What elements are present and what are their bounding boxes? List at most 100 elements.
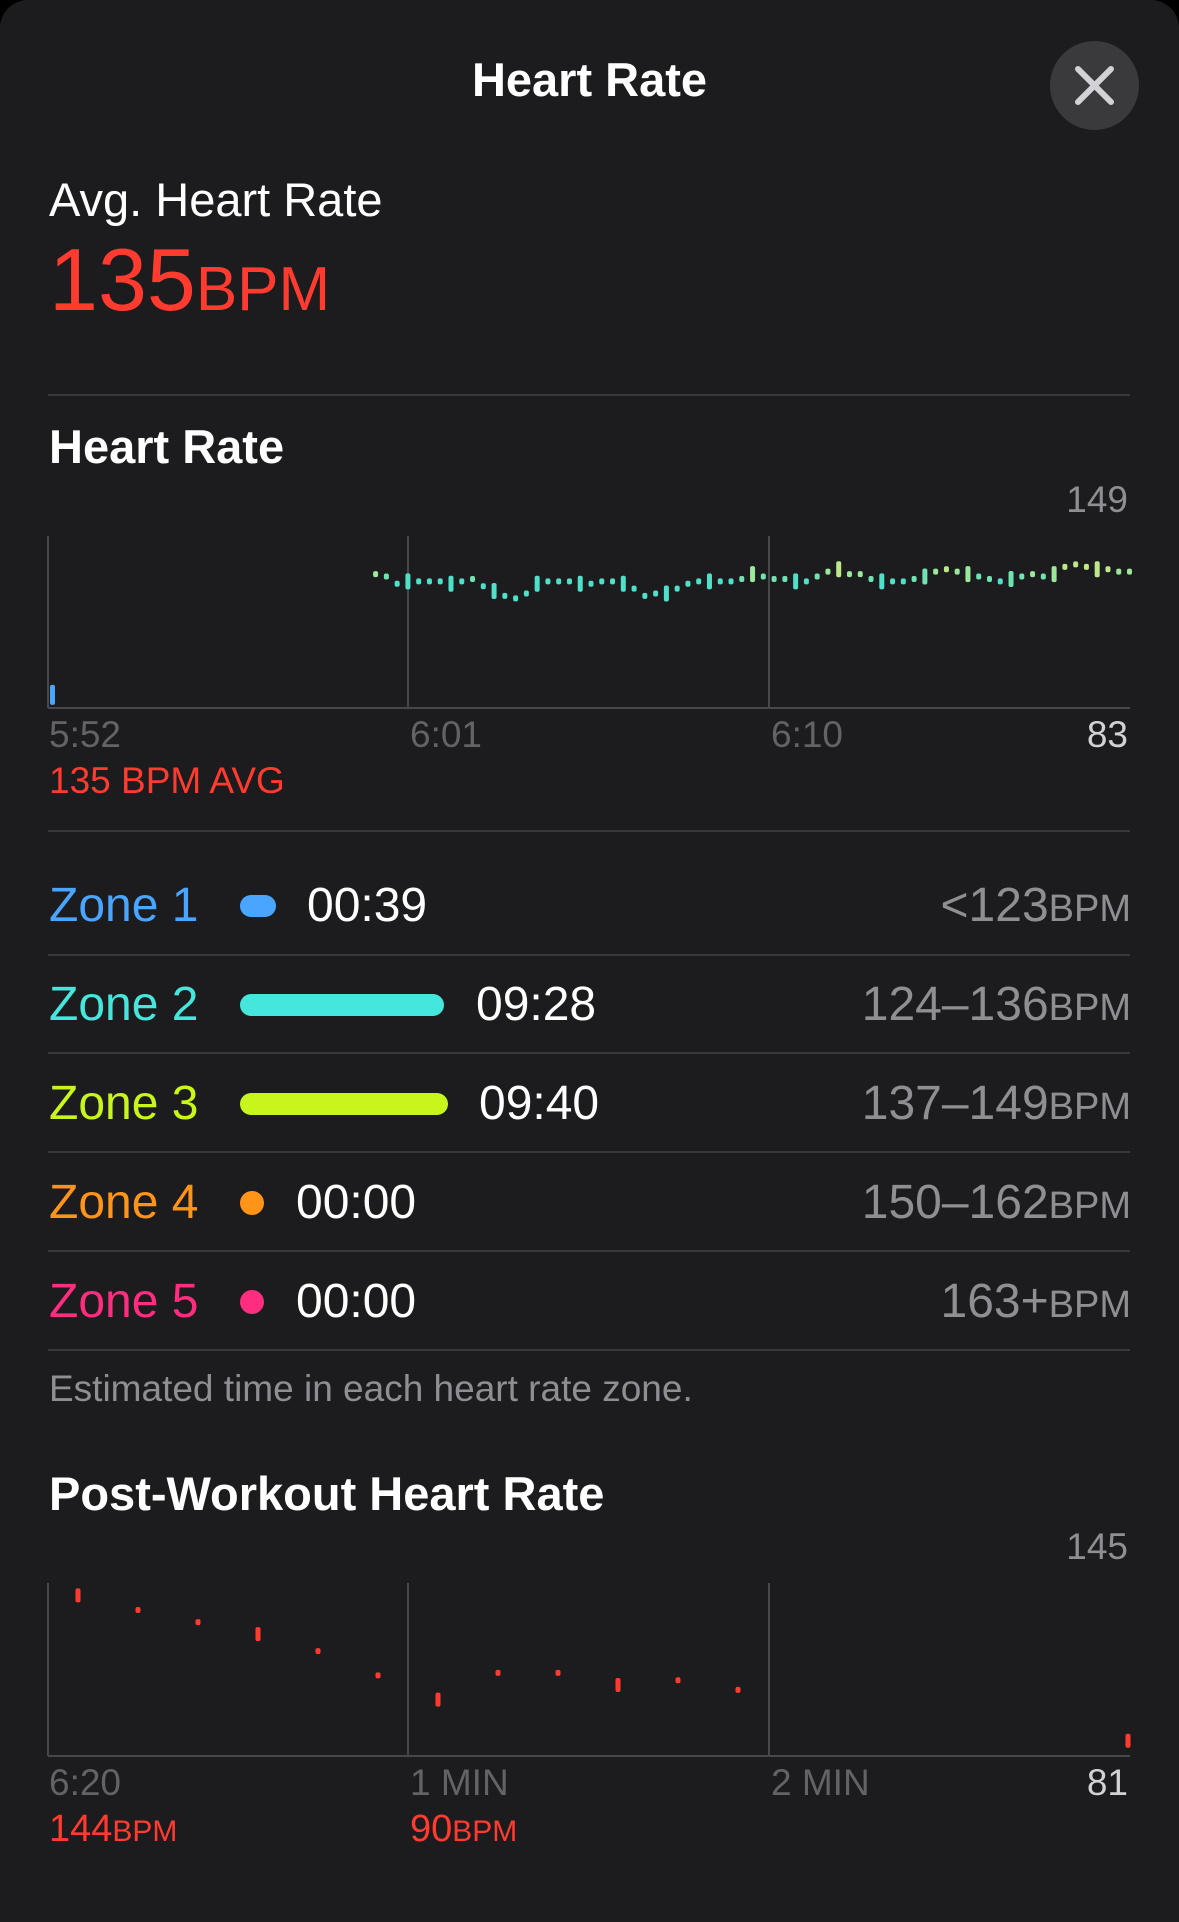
sheet-title: Heart Rate [471,53,708,106]
zone-bar [240,994,444,1016]
post-hr-sample-mark [615,1678,621,1693]
hr-sample-mark [825,568,831,575]
hr-sample-mark [717,578,723,585]
divider [48,1151,1130,1153]
hr-sample-mark [1008,570,1014,587]
hr-sample-mark [879,573,885,590]
post-stat-start: 144BPM [49,1808,177,1851]
hr-sample-mark [1019,573,1025,580]
hr-sample-mark [416,578,422,585]
hr-sample-mark [890,578,896,585]
zones-footnote: Estimated time in each heart rate zone. [49,1368,693,1409]
post-hr-sample-mark [135,1606,141,1613]
hr-sample-mark [448,575,454,592]
zone-range-unit: BPM [1048,1185,1131,1227]
hr-sample-mark [383,573,389,580]
hr-sample-mark [1116,568,1122,575]
post-x-label-2min: 2 MIN [771,1762,870,1803]
post-workout-title: Post-Workout Heart Rate [49,1467,605,1520]
hr-sample-mark [480,583,486,590]
hr-sample-mark [922,568,928,585]
hr-sample-mark [599,578,605,585]
zone-range-unit: BPM [1048,888,1131,930]
divider [48,830,1130,832]
zone-range-value: 124–136 [861,978,1049,1031]
hr-sample-mark [696,578,702,585]
post-hr-sample-mark [1125,1733,1131,1748]
hr-sample-mark [459,578,465,585]
zone-range-value: 137–149 [861,1077,1049,1130]
post-hr-sample-mark [375,1672,381,1679]
avg-heart-rate-value: 135BPM [49,236,330,324]
post-stat-start-value: 144 [49,1808,113,1850]
close-button[interactable] [1050,41,1139,130]
zone-time: 09:40 [479,1077,600,1130]
post-hr-sample-mark [75,1588,81,1603]
divider [48,954,1130,956]
divider [48,394,1130,396]
post-y-min-label: 81 [1087,1762,1128,1803]
hr-sample-mark [1083,563,1089,570]
zone-range: 150–162BPM [862,1175,1131,1230]
hr-sample-mark [1094,561,1100,578]
heart-rate-chart: 149 83 5:52 6:01 6:10 [47,479,1132,755]
zone-range-value: <123 [940,879,1049,932]
hr-sample-mark [1073,561,1079,568]
post-hr-sample-mark [195,1619,201,1626]
hr-sample-mark [405,573,411,590]
hr-y-min-label: 83 [1087,714,1128,755]
zone-name: Zone 1 [49,879,199,932]
hr-sample-mark [857,571,863,578]
post-stat-1min-value: 90 [410,1808,453,1850]
post-x-label-start: 6:20 [49,1762,121,1803]
hr-sample-mark [631,585,637,592]
hr-sample-mark [523,590,529,597]
hr-sample-mark [1040,573,1046,580]
zone-name: Zone 3 [49,1077,199,1130]
hr-sample-mark [394,580,400,587]
hr-sample-mark [750,566,756,583]
hr-sample-mark [836,561,842,578]
post-hr-sample-mark [495,1669,501,1676]
hr-sample-mark [900,578,906,585]
hr-sample-mark [943,566,949,573]
hr-sample-mark [965,566,971,583]
zone-name: Zone 2 [49,978,199,1031]
zone-name: Zone 4 [49,1176,199,1229]
hr-sample-mark [1105,566,1111,573]
hr-sample-mark [491,583,497,600]
hr-avg-label: 135 BPM AVG [49,760,285,801]
hr-sample-mark [513,595,519,602]
hr-sample-mark [814,573,820,580]
hr-sample-mark [642,592,648,599]
zone-bar [240,895,276,917]
zone-range: <123BPM [941,878,1131,933]
post-hr-sample-mark [555,1669,561,1676]
zone-row-4: Zone 4 00:00 150–162BPM [49,1153,1131,1252]
hr-sample-mark [685,580,691,587]
zone-range-unit: BPM [1048,1086,1131,1128]
divider [48,1349,1130,1351]
hr-sample-mark [373,571,379,578]
hr-sample-mark [997,578,1003,585]
hr-sample-mark [954,568,960,575]
avg-heart-rate-unit: BPM [195,255,331,324]
zone-bar [240,1093,448,1115]
zone-range-value: 163+ [940,1275,1049,1328]
hr-sample-mark [793,573,799,590]
heart-rate-chart-title: Heart Rate [49,420,285,473]
hr-sample-mark [986,575,992,582]
hr-sample-mark [760,573,766,580]
post-hr-sample-mark [435,1692,441,1707]
hr-sample-mark [976,573,982,580]
hr-sample-mark [933,568,939,575]
post-hr-sample-mark [675,1677,681,1684]
post-stat-1min: 90BPM [410,1808,517,1851]
zone-row-5: Zone 5 00:00 163+BPM [49,1252,1131,1351]
hr-sample-mark [545,578,551,585]
zone-time: 09:28 [476,978,597,1031]
zone-time: 00:00 [296,1176,417,1229]
avg-heart-rate-number: 135 [49,230,196,329]
post-hr-sample-mark [735,1686,741,1693]
